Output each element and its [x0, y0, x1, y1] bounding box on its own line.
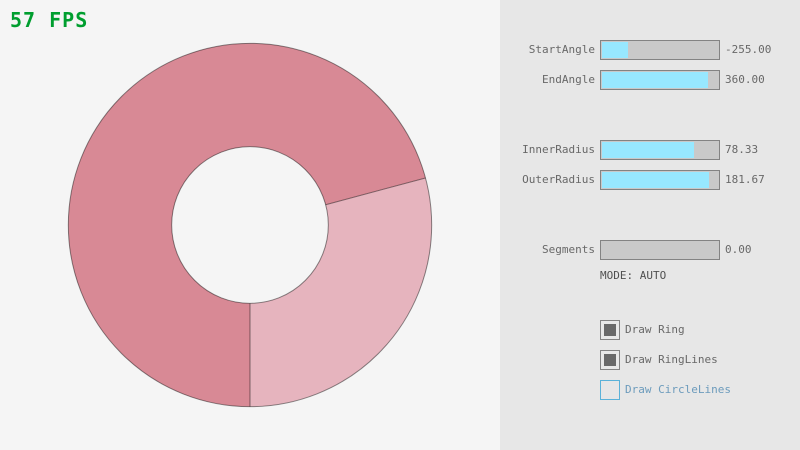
outerradius-slider-fill: [602, 172, 710, 188]
startangle-value: -255.00: [725, 43, 772, 56]
ring-outer-line: [67, 42, 433, 408]
draw-ring-checkbox[interactable]: [600, 320, 620, 340]
innerradius-value: 78.33: [725, 143, 759, 156]
draw-circlelines-label: Draw CircleLines: [625, 383, 731, 396]
ring-sector-light: [250, 177, 432, 407]
outerradius-label: OuterRadius: [522, 173, 595, 186]
innerradius-label: InnerRadius: [522, 143, 595, 156]
draw-circlelines-checkbox[interactable]: [600, 380, 620, 400]
checkbox-row-draw-ring: Draw Ring: [500, 320, 800, 340]
segments-label: Segments: [542, 243, 595, 256]
ring-start-line: [325, 177, 426, 206]
draw-ringlines-label: Draw RingLines: [625, 353, 718, 366]
slider-row-outerradius: OuterRadius 181.67: [500, 170, 800, 190]
control-panel: StartAngle -255.00 EndAngle 360.00 Inner…: [500, 0, 800, 450]
draw-ring-checkmark: [604, 324, 616, 336]
innerradius-slider-fill: [602, 142, 695, 158]
slider-row-endangle: EndAngle 360.00: [500, 70, 800, 90]
innerradius-slider[interactable]: [600, 140, 720, 160]
endangle-label: EndAngle: [542, 73, 595, 86]
checkbox-row-draw-ringlines: Draw RingLines: [500, 350, 800, 370]
startangle-slider-fill: [602, 42, 628, 58]
draw-ring-label: Draw Ring: [625, 323, 685, 336]
outerradius-value: 181.67: [725, 173, 765, 186]
draw-ringlines-checkmark: [604, 354, 616, 366]
outerradius-slider[interactable]: [600, 170, 720, 190]
slider-row-segments: Segments 0.00: [500, 240, 800, 260]
endangle-value: 360.00: [725, 73, 765, 86]
checkbox-row-draw-circlelines: Draw CircleLines: [500, 380, 800, 400]
mode-text: MODE: AUTO: [600, 269, 667, 282]
segments-slider[interactable]: [600, 240, 720, 260]
startangle-label: StartAngle: [528, 43, 595, 56]
draw-ringlines-checkbox[interactable]: [600, 350, 620, 370]
ring-sector-dark: [68, 43, 426, 407]
slider-row-startangle: StartAngle -255.00: [500, 40, 800, 60]
endangle-slider-fill: [602, 72, 709, 88]
ring-inner-line: [171, 146, 329, 304]
segments-value: 0.00: [725, 243, 752, 256]
fps-counter: 57 FPS: [10, 8, 89, 32]
startangle-slider[interactable]: [600, 40, 720, 60]
endangle-slider[interactable]: [600, 70, 720, 90]
slider-row-innerradius: InnerRadius 78.33: [500, 140, 800, 160]
